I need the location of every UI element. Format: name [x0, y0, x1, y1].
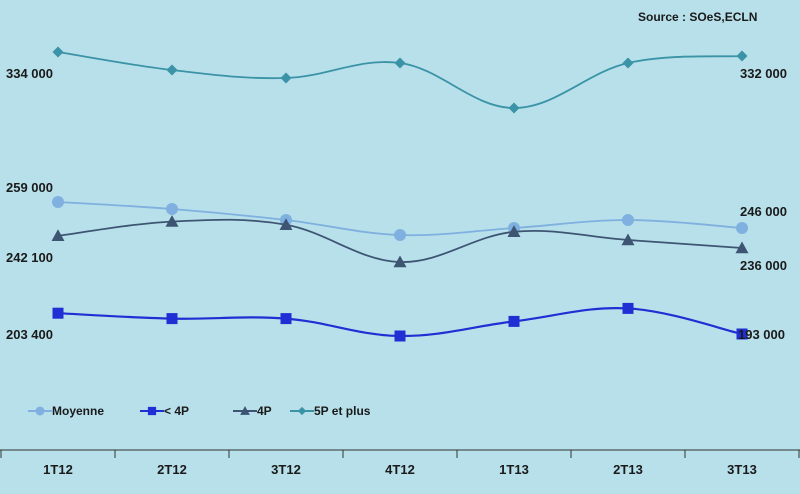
- data-point-marker: [52, 307, 64, 319]
- data-point-marker: [166, 64, 178, 76]
- legend-swatch-marker: [35, 406, 45, 416]
- x-tick-label: 1T12: [43, 462, 73, 477]
- data-point-marker: [52, 196, 64, 208]
- data-label: 259 000: [6, 180, 53, 195]
- data-point-marker: [393, 255, 407, 268]
- legend-label: Moyenne: [52, 404, 104, 418]
- legend-item: < 4P: [140, 404, 189, 418]
- data-point-marker: [394, 57, 406, 69]
- legend-swatch-marker: [297, 406, 307, 416]
- x-axis: 1T12 2T12 3T12 4T12 1T13 2T13 3T13: [0, 449, 800, 477]
- data-point-marker: [736, 50, 748, 62]
- data-point-marker: [508, 102, 520, 114]
- data-point-marker: [280, 313, 292, 325]
- legend-swatch-marker: [240, 406, 250, 415]
- data-point-marker: [622, 302, 634, 314]
- data-point-marker: [735, 241, 749, 254]
- data-point-marker: [736, 328, 748, 340]
- data-labels: 334 000 332 000 259 000 246 000 242 100 236 0…: [6, 66, 787, 342]
- legend: Moyenne < 4P 4P 5P et plus: [28, 404, 371, 418]
- data-point-marker: [279, 218, 293, 230]
- series-1: [52, 302, 748, 342]
- series-layer: [51, 46, 749, 342]
- legend-item: Moyenne: [28, 404, 104, 418]
- data-point-marker: [622, 57, 634, 69]
- legend-label: 4P: [257, 404, 272, 418]
- data-label: 193 000: [738, 327, 785, 342]
- data-point-marker: [508, 315, 520, 327]
- data-label: 246 000: [740, 204, 787, 219]
- legend-label: < 4P: [164, 404, 189, 418]
- data-label: 334 000: [6, 66, 53, 81]
- data-point-marker: [394, 330, 406, 342]
- data-point-marker: [166, 313, 178, 325]
- series-3: [52, 46, 748, 114]
- data-point-marker: [622, 214, 634, 226]
- data-label: 203 400: [6, 327, 53, 342]
- data-label: 236 000: [740, 258, 787, 273]
- legend-item: 5P et plus: [290, 404, 371, 418]
- data-point-marker: [621, 233, 635, 246]
- source-note: Source : SOeS,ECLN: [638, 10, 757, 24]
- data-point-marker: [166, 203, 178, 215]
- legend-item: 4P: [233, 404, 272, 418]
- data-point-marker: [51, 229, 65, 241]
- x-tick-label: 2T12: [157, 462, 187, 477]
- data-point-marker: [280, 72, 292, 84]
- data-point-marker: [736, 222, 748, 234]
- x-tick-label: 3T12: [271, 462, 301, 477]
- data-label: 332 000: [740, 66, 787, 81]
- data-point-marker: [52, 46, 64, 58]
- x-tick-label: 1T13: [499, 462, 529, 477]
- series-2: [51, 215, 749, 268]
- legend-label: 5P et plus: [314, 404, 371, 418]
- x-tick-label: 3T13: [727, 462, 757, 477]
- data-point-marker: [394, 229, 406, 241]
- x-tick-label: 2T13: [613, 462, 643, 477]
- data-point-marker: [507, 225, 521, 237]
- legend-swatch-marker: [147, 406, 157, 416]
- data-point-marker: [165, 215, 179, 227]
- x-tick-label: 4T12: [385, 462, 415, 477]
- data-label: 242 100: [6, 250, 53, 265]
